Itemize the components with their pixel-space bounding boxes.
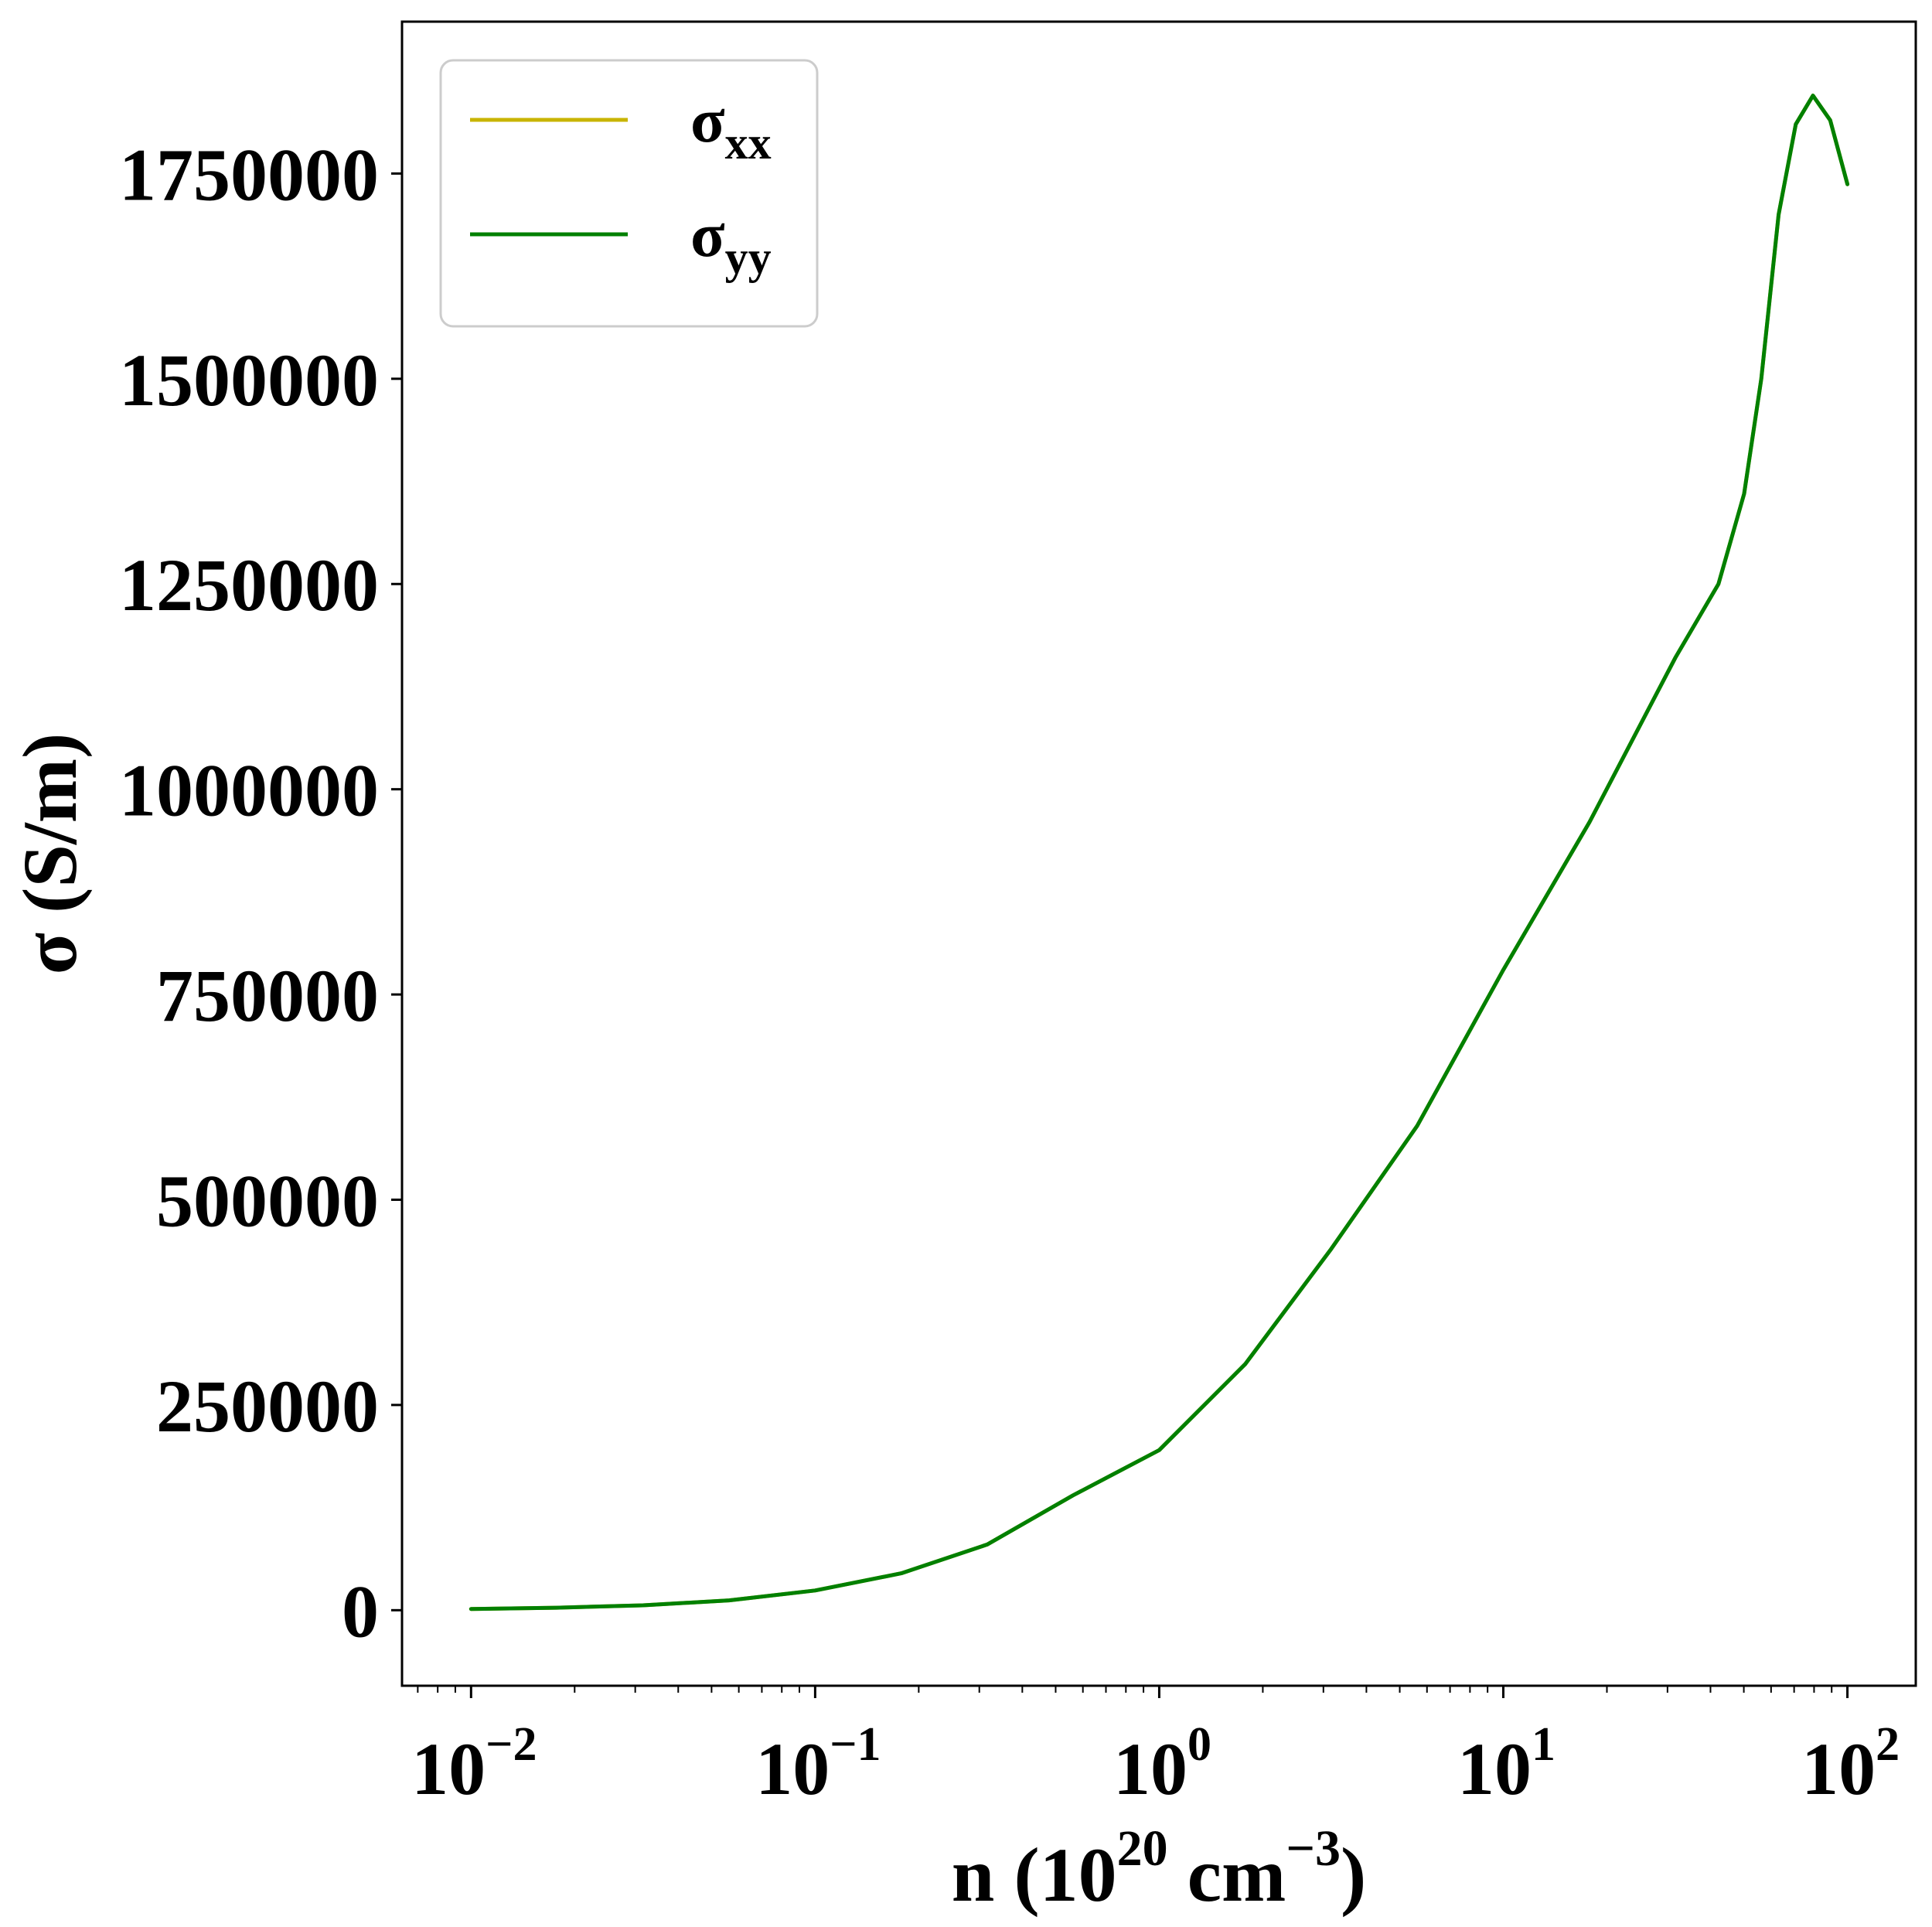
legend-box xyxy=(439,59,819,328)
y-tick-label: 1250000 xyxy=(119,544,379,626)
x-axis-label: n (1020 cm−3) xyxy=(952,1820,1367,1918)
x-tick-label: 10−2 xyxy=(411,1718,537,1810)
legend: σxx σyy xyxy=(439,59,819,328)
x-tick-label: 100 xyxy=(1113,1718,1211,1810)
y-tick-label: 500000 xyxy=(156,1159,379,1242)
legend-label: σyy xyxy=(690,200,772,283)
series-line-yy xyxy=(469,94,1850,1612)
axes-layer: 0 250000 500000 750000 1000000 1250000 1500000… xyxy=(7,20,1917,1918)
x-tick-label: 102 xyxy=(1801,1718,1900,1810)
y-tick-label: 1750000 xyxy=(119,133,379,216)
x-tick-label: 10−1 xyxy=(755,1718,881,1810)
y-tick-label: 250000 xyxy=(156,1365,379,1448)
series-layer xyxy=(469,94,1850,1612)
x-tick-label: 101 xyxy=(1457,1718,1555,1810)
y-axis-label: σ (S/m) xyxy=(7,733,93,975)
y-tick-label: 0 xyxy=(342,1570,379,1652)
y-tick-label: 1500000 xyxy=(119,339,379,421)
legend-label: σxx xyxy=(690,85,772,169)
y-tick-label: 1000000 xyxy=(119,749,379,832)
y-tick-label: 750000 xyxy=(156,954,379,1037)
